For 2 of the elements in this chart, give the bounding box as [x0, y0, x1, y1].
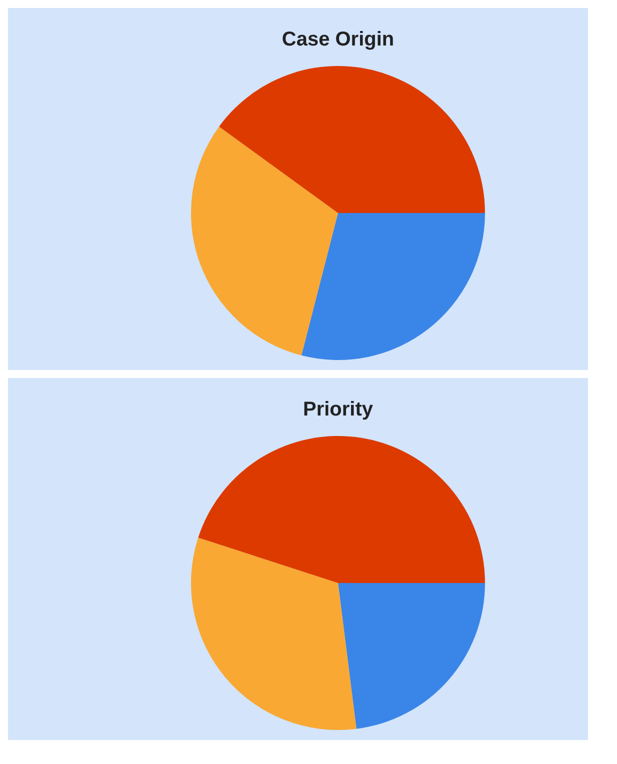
chart-title: Case Origin	[282, 28, 394, 51]
chart-title: Priority	[302, 398, 374, 421]
